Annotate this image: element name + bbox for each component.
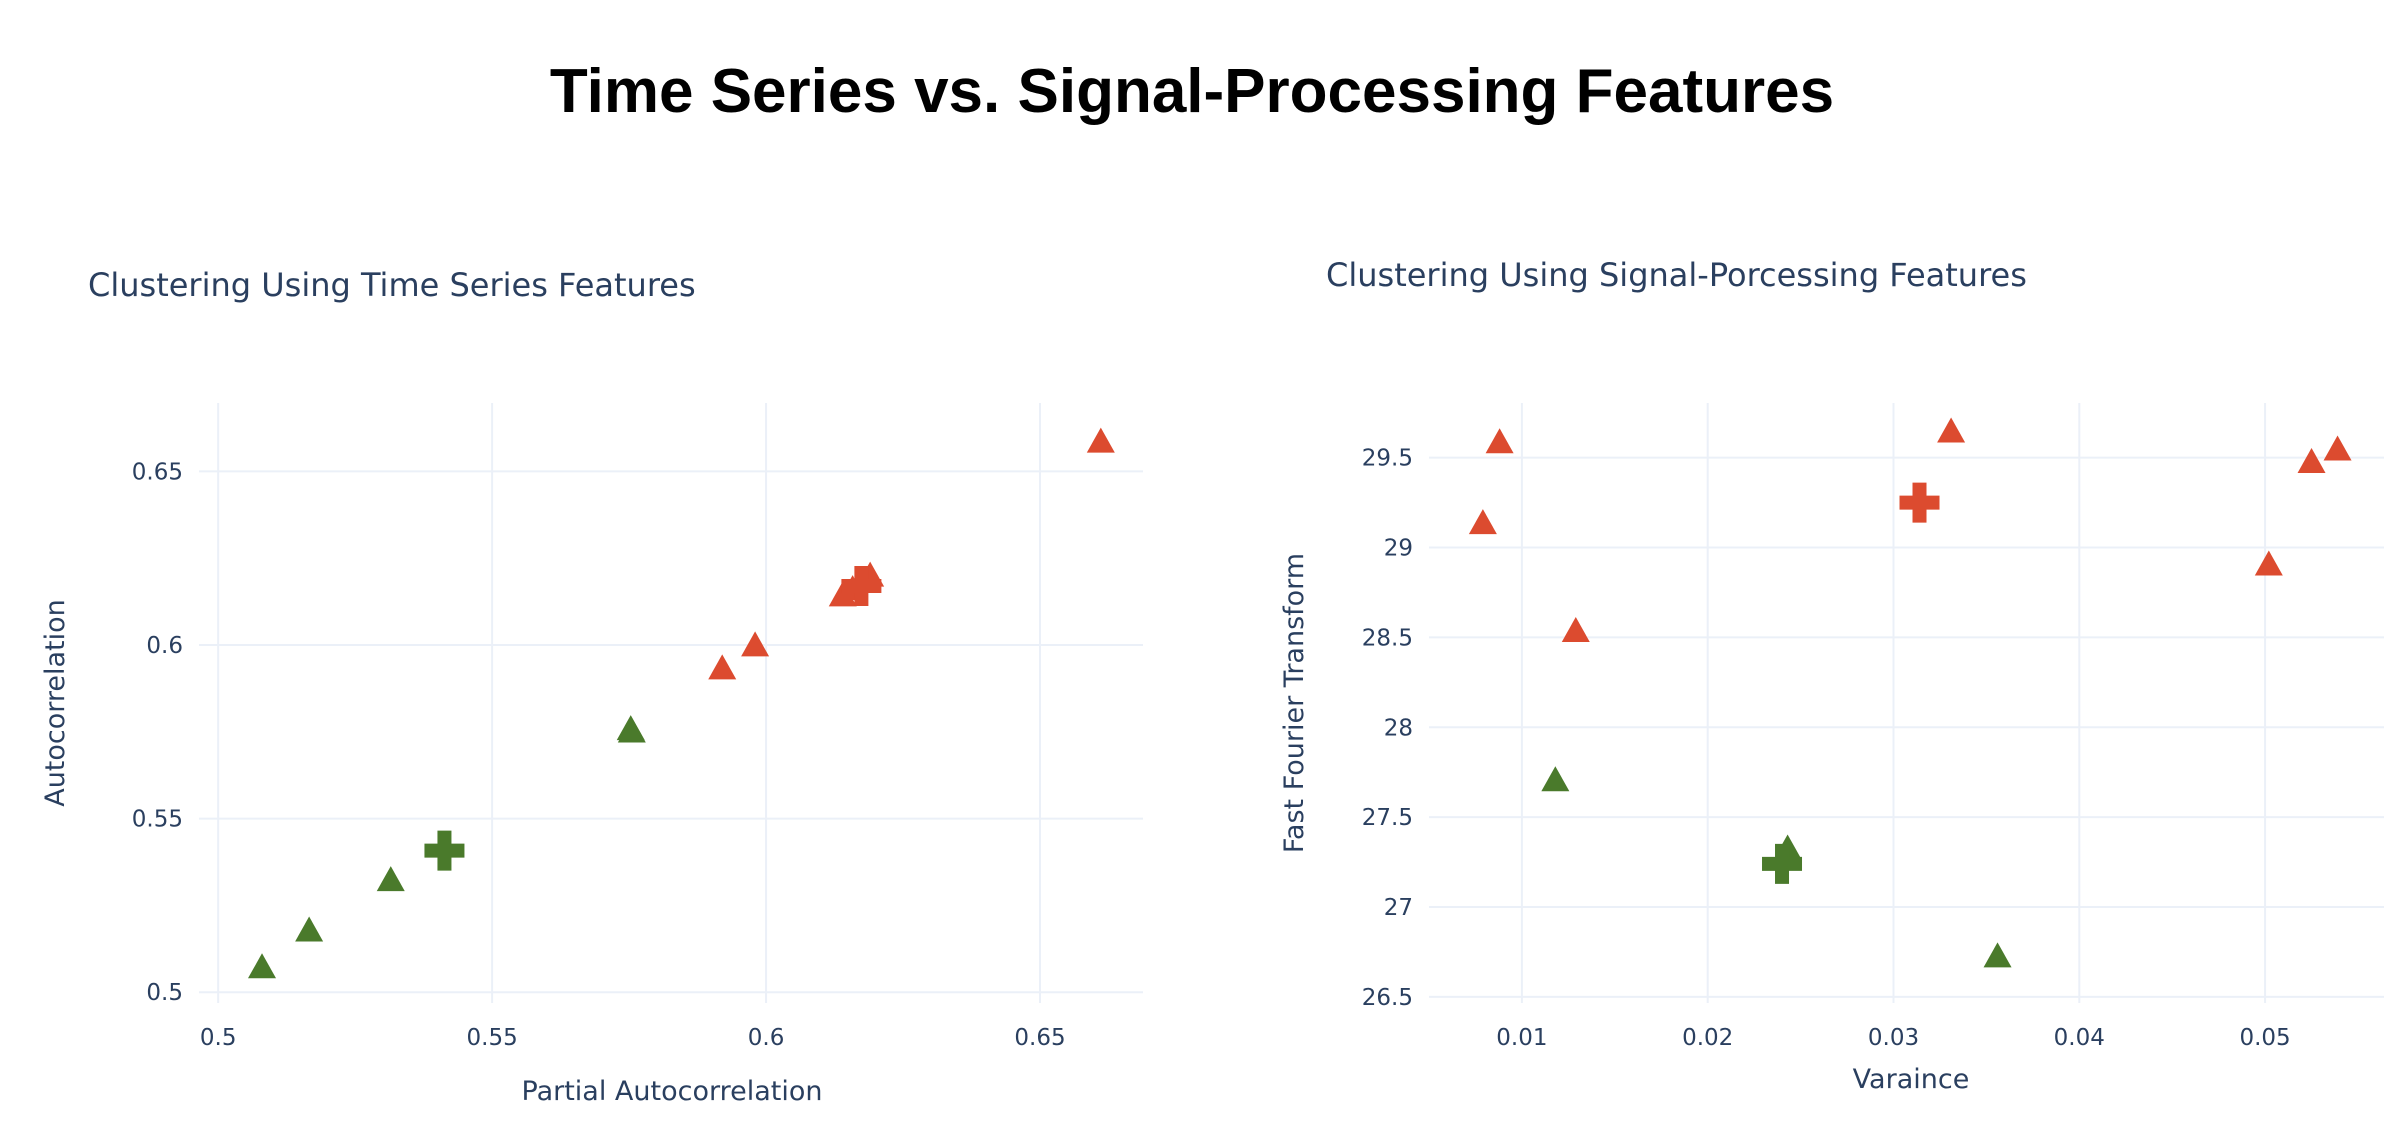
triangle-marker [1983,942,2012,968]
triangle-marker [828,581,857,607]
triangle-marker [708,654,737,680]
x-tick-label: 0.05 [2239,1025,2290,1051]
y-tick-label: 28 [1384,715,1413,741]
x-tick-label: 0.5 [200,1025,237,1051]
centroid-cross-marker [1899,482,1940,523]
y-tick-label: 29 [1384,536,1413,562]
y-tick-label: 0.55 [132,807,183,833]
x-tick-label: 0.6 [748,1025,785,1051]
triangle-marker [1561,616,1590,642]
x-tick-label: 0.03 [1868,1025,1919,1051]
x-axis-label: Varaince [1853,1064,1970,1095]
y-tick-label: 27.5 [1362,805,1413,831]
triangle-marker [1086,427,1115,453]
y-tick-label: 27 [1384,895,1413,921]
triangle-marker [2254,550,2283,576]
centroid-cross-marker [841,565,882,606]
subplot-1: Clustering Using Signal-Porcessing Featu… [1279,256,2384,1095]
triangle-marker [1937,417,1966,443]
y-tick-label: 26.5 [1362,985,1413,1011]
x-tick-label: 0.55 [467,1025,518,1051]
y-tick-label: 28.5 [1362,625,1413,651]
x-tick-label: 0.02 [1682,1025,1733,1051]
triangle-marker [248,953,277,979]
triangle-marker [1468,509,1497,535]
subplot-title: Clustering Using Signal-Porcessing Featu… [1326,256,2027,294]
y-tick-label: 0.5 [146,980,183,1006]
triangle-marker [376,866,405,892]
x-tick-label: 0.65 [1014,1025,1065,1051]
y-tick-label: 0.65 [132,459,183,485]
triangle-marker [617,717,646,743]
y-tick-label: 29.5 [1362,446,1413,472]
x-axis-label: Partial Autocorrelation [522,1076,823,1107]
triangle-marker [2297,448,2326,474]
subplot-0: Clustering Using Time Series Features 0.5… [40,266,1143,1107]
triangle-marker [295,916,324,942]
triangle-marker [1485,428,1514,454]
centroid-cross-marker [424,830,465,871]
x-tick-label: 0.01 [1496,1025,1547,1051]
y-tick-label: 0.6 [146,633,183,659]
y-axis-label: Fast Fourier Transform [1279,553,1310,853]
triangle-marker [2323,435,2352,461]
triangle-marker [741,631,770,657]
x-tick-label: 0.04 [2054,1025,2105,1051]
figure-title: Time Series vs. Signal-Processing Featur… [549,57,1835,126]
triangle-marker [1541,766,1570,792]
centroid-cross-marker [1762,843,1803,884]
subplot-title: Clustering Using Time Series Features [88,266,696,304]
y-axis-label: Autocorrelation [40,599,71,807]
